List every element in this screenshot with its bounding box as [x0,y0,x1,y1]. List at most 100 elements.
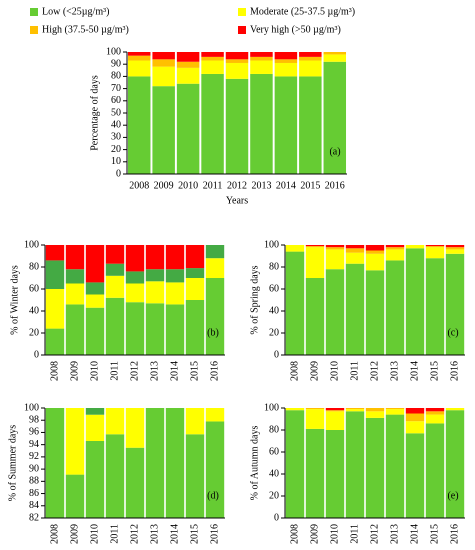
bar-segment [225,62,249,79]
bar-segment [125,408,145,448]
bar-segment [105,263,125,276]
bar-segment [365,408,385,412]
x-tick-label: 2011 [109,361,120,381]
bar-segment [385,247,405,250]
bar-segment [85,282,105,295]
y-tick-label: 50 [111,107,121,118]
x-tick-label: 2013 [149,524,160,544]
x-tick-label: 2013 [251,180,271,191]
y-tick-label: 80 [111,71,121,82]
bar-segment [185,434,205,518]
bar-segment [285,251,305,355]
x-tick-label: 2016 [209,361,220,381]
y-tick-label: 60 [29,283,39,294]
bar-segment [85,245,105,283]
bar-segment [345,263,365,355]
bar-segment [125,447,145,518]
bar-segment [274,59,298,63]
bar-segment [185,278,205,300]
x-tick-label: 2012 [129,361,140,381]
bar-segment [325,249,345,270]
y-tick-label: 40 [29,305,39,316]
bar-segment [385,260,405,355]
y-tick-label: 60 [269,446,279,457]
bar-segment [305,428,325,518]
y-tick-label: 98 [29,415,39,426]
bar-segment [65,283,85,305]
bar-segment [299,76,322,174]
x-tick-label: 2016 [449,361,460,381]
bar-segment [185,408,205,435]
bar-segment [127,55,151,61]
y-tick-label: 86 [29,488,39,499]
y-tick-label: 80 [269,424,279,435]
bar-segment [274,76,298,174]
x-tick-label: 2008 [129,180,149,191]
bar-segment [445,247,465,250]
y-tick-label: 20 [269,490,279,501]
bar-segment [305,408,325,410]
bar-segment [323,52,347,55]
bar-segment [145,281,165,304]
bar-segment [305,409,325,429]
bar-segment [85,408,105,415]
x-axis-title: Years [226,195,248,206]
x-tick-label: 2012 [369,524,380,544]
x-tick-label: 2011 [349,361,360,381]
bar-segment [445,410,465,518]
bar-segment [65,245,85,270]
bar-segment [85,414,105,441]
bar-segment [425,246,445,248]
bar-segment [299,56,322,61]
legend-label: Moderate (25-37.5 µg/m³) [250,6,355,17]
bar-segment [345,245,365,249]
panel-label: (b) [207,327,219,338]
y-tick-label: 40 [269,468,279,479]
x-tick-label: 2009 [309,361,320,381]
bar-segment [45,289,65,329]
bar-segment [165,269,185,283]
bar-segment [205,421,225,518]
x-tick-label: 2015 [300,180,320,191]
y-tick-label: 88 [29,476,39,487]
y-tick-label: 0 [116,168,121,179]
x-tick-label: 2008 [289,524,300,544]
x-tick-label: 2014 [409,361,420,381]
bar-segment [365,411,385,418]
bar-segment [365,270,385,355]
bar-segment [405,433,425,518]
bar-segment [425,247,445,259]
bar-segment [299,52,322,57]
bar-segment [152,86,175,174]
bar-segment [445,245,465,248]
bar-segment [125,271,145,284]
bar-segment [105,297,125,355]
y-tick-label: 20 [29,327,39,338]
x-tick-label: 2010 [89,524,100,544]
bar-segment [425,408,445,412]
x-tick-label: 2016 [209,524,220,544]
bar-segment [85,441,105,518]
y-tick-label: 100 [264,239,279,250]
bar-segment [45,408,65,518]
y-tick-label: 0 [34,349,39,360]
bar-segment [152,59,175,67]
y-tick-label: 100 [106,46,121,57]
bar-segment [365,250,385,254]
y-tick-label: 82 [29,512,39,523]
bar-segment [305,278,325,355]
y-tick-label: 96 [29,427,39,438]
bar-segment [425,423,445,518]
bar-segment [385,249,405,261]
bar-segment [365,253,385,271]
bar-segment [405,408,425,414]
bar-segment [205,245,225,259]
bar-segment [165,245,185,270]
y-tick-label: 20 [269,327,279,338]
bar-segment [425,258,445,355]
x-tick-label: 2013 [389,361,400,381]
bar-segment [345,411,365,518]
bar-segment [185,245,205,269]
bar-segment [425,414,445,424]
x-tick-label: 2012 [129,524,140,544]
